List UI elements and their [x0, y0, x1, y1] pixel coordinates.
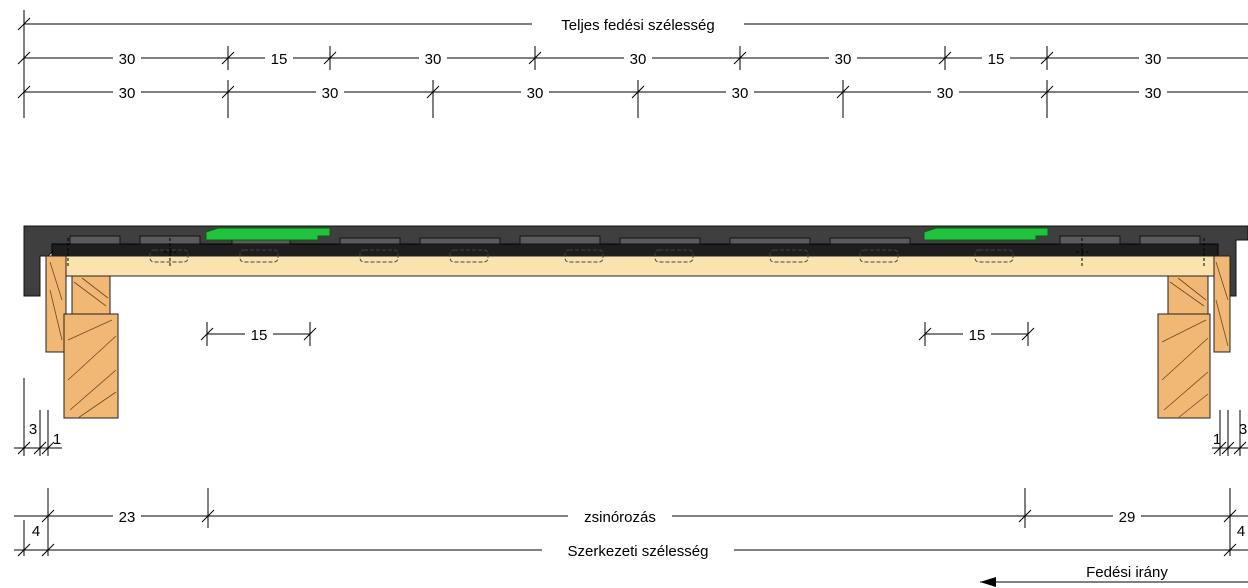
- structural-width-label: Szerkezeti szélesség: [568, 543, 709, 560]
- board-slots: [149, 249, 1014, 263]
- inner-gap-dimensions: 15 15: [200, 322, 1035, 346]
- cover-base-band: [51, 243, 1219, 257]
- top-dimension-full-width: Teljes fedési szélesség: [17, 10, 1248, 118]
- screws: [67, 238, 1205, 268]
- cover-steps: [69, 235, 1201, 245]
- row2-dim-6: 30: [1145, 85, 1162, 102]
- row1-dim-5: 30: [835, 51, 852, 68]
- row2-dim-2: 30: [322, 85, 339, 102]
- row1-dim-7: 30: [1145, 51, 1162, 68]
- right-span-29: 29: [1119, 509, 1136, 526]
- row2-dim-5: 30: [937, 85, 954, 102]
- roof-cross-section: [23, 225, 1248, 419]
- left-span-23: 23: [119, 509, 136, 526]
- row2-dim-4: 30: [732, 85, 749, 102]
- row1-dim-2: 15: [271, 51, 288, 68]
- inner-gap-right: 15: [969, 327, 986, 344]
- left-offset-b: 1: [53, 431, 61, 448]
- structural-width-dimension: Szerkezeti szélesség: [14, 541, 1248, 560]
- row1-dim-6: 15: [988, 51, 1005, 68]
- support-offsets: 3 1 1 3: [14, 378, 1248, 456]
- row1-ticks: [17, 46, 1054, 70]
- row2-dim-1: 30: [119, 85, 136, 102]
- covering-direction: Fedési irány: [980, 564, 1248, 587]
- middle-span-label: zsinórozás: [584, 509, 656, 526]
- right-offset-a: 1: [1213, 431, 1221, 448]
- row1-dim-4: 30: [630, 51, 647, 68]
- row1-dim-1: 30: [119, 51, 136, 68]
- row2-ticks: [17, 80, 1054, 118]
- dimension-row-1: 30 15 30 30 30 15 30: [17, 46, 1248, 70]
- right-timber: [1157, 255, 1231, 419]
- inner-gap-left: 15: [251, 327, 268, 344]
- green-panel-right: [923, 227, 1049, 241]
- bottom-span-dimensions: 23 zsinórozás 29 4 4: [14, 488, 1248, 557]
- left-timber: [45, 255, 119, 419]
- left-offset-a: 3: [29, 421, 37, 438]
- covering-direction-label: Fedési irány: [1086, 564, 1168, 581]
- row1-dim-3: 30: [425, 51, 442, 68]
- deck-board: [53, 255, 1215, 277]
- row2-dim-3: 30: [527, 85, 544, 102]
- left-end-4: 4: [32, 523, 40, 540]
- right-end-4: 4: [1237, 523, 1245, 540]
- dimension-row-2: 30 30 30 30 30 30: [17, 80, 1248, 118]
- right-offset-b: 3: [1239, 421, 1247, 438]
- direction-arrow-icon: [980, 577, 996, 587]
- full-cover-width-label: Teljes fedési szélesség: [561, 17, 714, 34]
- green-panel-left: [205, 227, 331, 241]
